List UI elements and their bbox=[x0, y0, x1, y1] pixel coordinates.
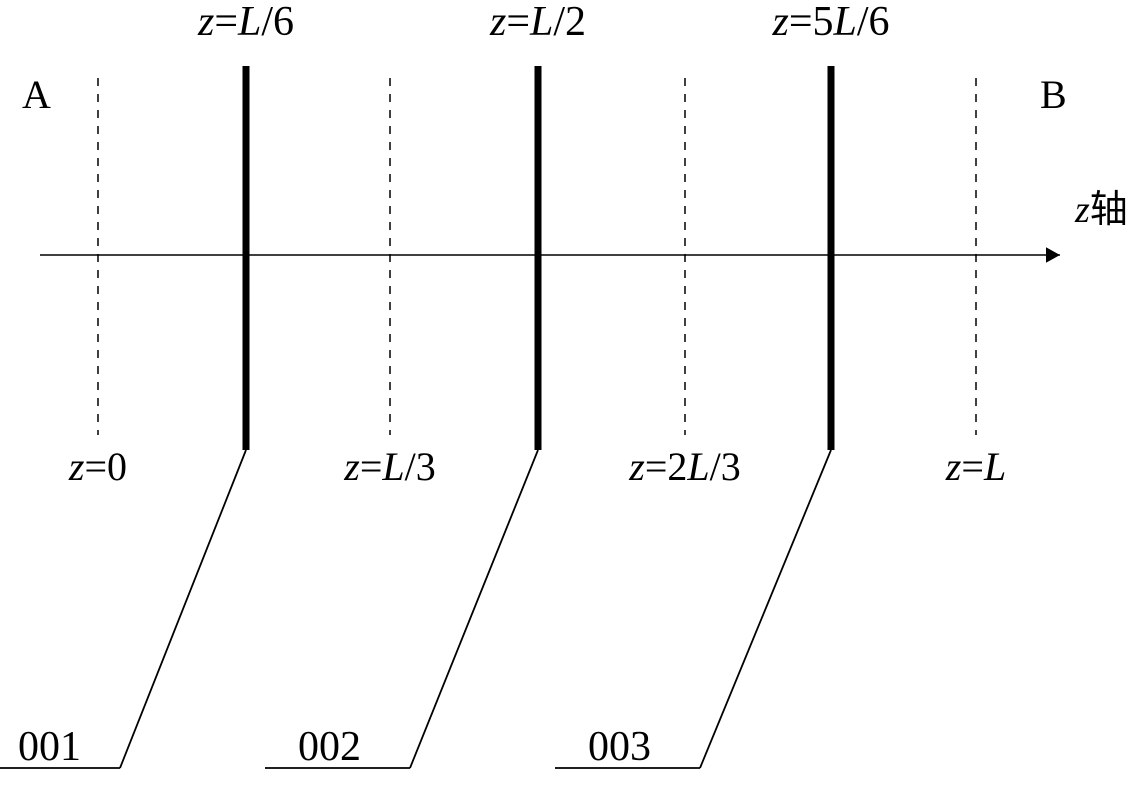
endpoint-label-b: B bbox=[1040, 72, 1067, 117]
boundary-bottom-label: z=L bbox=[945, 444, 1006, 489]
leader-label: 002 bbox=[298, 724, 361, 770]
boundary-bottom-label: z=2L/3 bbox=[628, 444, 741, 489]
endpoint-label-a: A bbox=[22, 72, 51, 117]
station-top-label: z=L/6 bbox=[197, 0, 294, 45]
leader-label: 003 bbox=[588, 724, 651, 770]
leader-diagonal bbox=[410, 450, 538, 768]
boundary-bottom-label: z=0 bbox=[68, 444, 127, 489]
z-axis-arrowhead bbox=[1046, 247, 1060, 262]
leader-diagonal bbox=[700, 450, 831, 768]
boundary-bottom-label: z=L/3 bbox=[343, 444, 436, 489]
diagram-canvas: z轴 z=0 z=L/3 z=2L/3 z=L z=L/6 z=L/2 z=5L/6 A B 001… bbox=[0, 0, 1138, 799]
station-top-label: z=5L/6 bbox=[771, 0, 889, 45]
z-axis-label: z轴 bbox=[1074, 189, 1128, 231]
leader-diagonal bbox=[120, 450, 246, 768]
leader-label: 001 bbox=[18, 724, 81, 770]
station-top-label: z=L/2 bbox=[489, 0, 586, 45]
